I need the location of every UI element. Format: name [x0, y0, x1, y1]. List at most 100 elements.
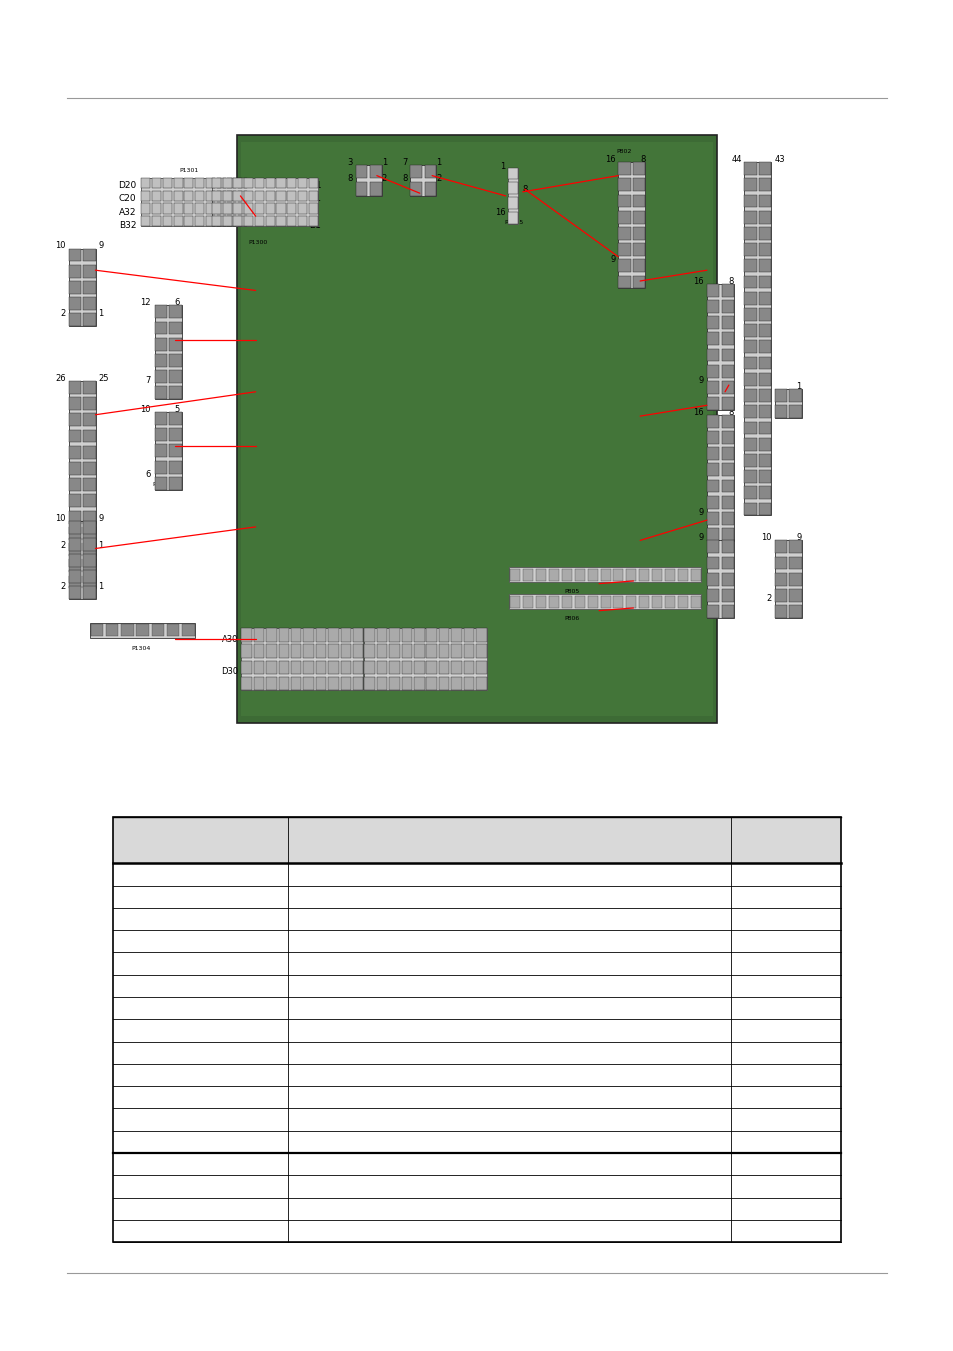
Bar: [244, 178, 253, 189]
Bar: [222, 216, 232, 226]
Bar: [410, 182, 421, 196]
Bar: [677, 569, 687, 581]
Bar: [759, 357, 770, 370]
Text: 2: 2: [381, 174, 387, 182]
Bar: [83, 430, 95, 443]
Bar: [83, 586, 95, 600]
Bar: [315, 644, 326, 658]
Bar: [743, 211, 756, 224]
Bar: [141, 178, 247, 226]
Text: P1200: P1200: [152, 482, 172, 488]
Bar: [508, 168, 517, 178]
Bar: [194, 204, 204, 213]
Text: P430: P430: [774, 413, 789, 419]
Bar: [720, 557, 734, 570]
Bar: [438, 644, 449, 658]
Bar: [706, 496, 719, 509]
Bar: [112, 817, 841, 863]
Bar: [633, 162, 644, 174]
Bar: [154, 386, 167, 399]
Text: 10: 10: [760, 534, 771, 542]
Bar: [613, 569, 622, 581]
Bar: [618, 259, 630, 273]
Bar: [414, 644, 424, 658]
Bar: [154, 461, 167, 474]
Bar: [706, 349, 719, 361]
Bar: [364, 677, 375, 690]
Bar: [83, 446, 95, 459]
Text: 3: 3: [347, 158, 353, 166]
Bar: [69, 521, 95, 600]
Bar: [154, 428, 167, 440]
Bar: [574, 596, 584, 608]
Bar: [315, 677, 326, 690]
Bar: [652, 569, 661, 581]
Text: P1301: P1301: [179, 168, 198, 173]
Bar: [69, 430, 81, 443]
Bar: [309, 216, 317, 226]
Text: 5: 5: [174, 405, 180, 413]
Text: 8: 8: [728, 277, 734, 285]
Bar: [297, 204, 307, 213]
Bar: [789, 405, 801, 419]
Bar: [328, 677, 338, 690]
Text: A1: A1: [309, 208, 320, 216]
Bar: [743, 422, 756, 435]
Bar: [639, 569, 648, 581]
Text: D1: D1: [364, 667, 375, 676]
Text: 9: 9: [609, 255, 615, 263]
Bar: [774, 389, 801, 419]
Bar: [720, 496, 734, 509]
Bar: [759, 259, 770, 273]
Bar: [266, 628, 276, 642]
Bar: [91, 624, 103, 636]
Bar: [170, 412, 181, 424]
Bar: [278, 661, 289, 674]
Bar: [587, 596, 597, 608]
Bar: [241, 628, 363, 690]
Bar: [401, 644, 412, 658]
Text: 2: 2: [60, 542, 66, 550]
Bar: [706, 300, 719, 313]
Bar: [244, 204, 253, 213]
Bar: [561, 569, 572, 581]
Bar: [774, 405, 786, 419]
Bar: [227, 190, 236, 201]
Bar: [536, 596, 545, 608]
Bar: [233, 216, 242, 226]
Bar: [69, 413, 81, 427]
Bar: [743, 162, 770, 515]
Bar: [265, 190, 274, 201]
Bar: [759, 486, 770, 500]
Bar: [476, 677, 486, 690]
Bar: [69, 543, 81, 557]
Bar: [743, 243, 756, 257]
Bar: [438, 661, 449, 674]
Bar: [170, 428, 181, 440]
Text: A32: A32: [119, 208, 136, 216]
Bar: [69, 265, 81, 278]
Bar: [633, 276, 644, 289]
Bar: [266, 677, 276, 690]
Bar: [706, 589, 719, 603]
Bar: [600, 569, 610, 581]
Text: 26: 26: [55, 374, 66, 382]
Bar: [276, 216, 285, 226]
Text: P1307: P1307: [357, 189, 376, 195]
Bar: [508, 182, 517, 195]
Bar: [706, 284, 733, 411]
Bar: [173, 216, 182, 226]
Bar: [451, 677, 461, 690]
Bar: [141, 178, 151, 189]
Text: 44: 44: [731, 155, 741, 163]
Text: 9: 9: [98, 242, 104, 250]
Bar: [254, 216, 264, 226]
Bar: [720, 284, 734, 297]
Bar: [83, 538, 95, 551]
Bar: [83, 478, 95, 492]
Bar: [414, 661, 424, 674]
Bar: [170, 322, 181, 334]
Bar: [154, 354, 167, 366]
Bar: [639, 596, 648, 608]
Bar: [370, 182, 381, 196]
